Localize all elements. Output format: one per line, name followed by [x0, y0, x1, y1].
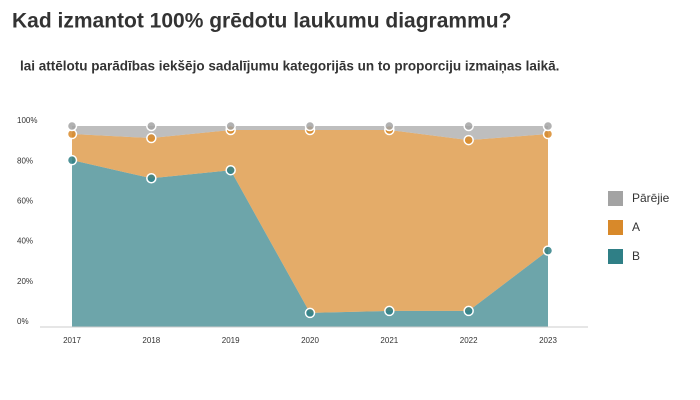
point	[225, 120, 236, 132]
point	[463, 120, 474, 132]
x-tick-label: 2017	[63, 336, 81, 345]
x-tick-label: 2021	[380, 336, 398, 345]
point	[463, 134, 474, 146]
point	[146, 173, 157, 184]
point	[146, 120, 157, 132]
chart-subtitle: lai attēlotu parādības iekšējo sadalījum…	[20, 59, 559, 74]
point	[463, 305, 474, 317]
point	[304, 120, 316, 132]
point	[384, 305, 395, 317]
legend-swatch	[608, 191, 623, 206]
x-tick-label: 2022	[460, 336, 478, 345]
point	[146, 132, 157, 144]
y-tick-label: 20%	[17, 277, 33, 286]
y-tick-label: 40%	[17, 237, 33, 246]
y-tick-label: 0%	[17, 317, 29, 326]
point	[542, 120, 554, 132]
chart-title: Kad izmantot 100% grēdotu laukumu diagra…	[12, 10, 511, 33]
legend-label: A	[632, 220, 640, 234]
area	[72, 126, 548, 141]
x-tick-label: 2019	[222, 336, 240, 345]
y-tick-label: 60%	[17, 197, 33, 206]
point	[66, 154, 78, 166]
area	[72, 130, 548, 313]
y-tick-label: 80%	[17, 156, 33, 165]
point	[542, 245, 554, 256]
legend-label: Pārējie	[632, 191, 670, 205]
legend-label: B	[632, 249, 640, 263]
legend-swatch	[608, 220, 623, 235]
x-tick-label: 2020	[301, 336, 319, 345]
point	[225, 164, 236, 176]
x-tick-label: 2018	[142, 336, 160, 345]
x-tick-label: 2023	[539, 336, 557, 345]
point	[304, 307, 316, 319]
point	[66, 120, 78, 132]
area	[72, 160, 548, 327]
y-tick-label: 100%	[17, 116, 37, 125]
legend-swatch	[608, 249, 623, 264]
point	[384, 120, 395, 132]
